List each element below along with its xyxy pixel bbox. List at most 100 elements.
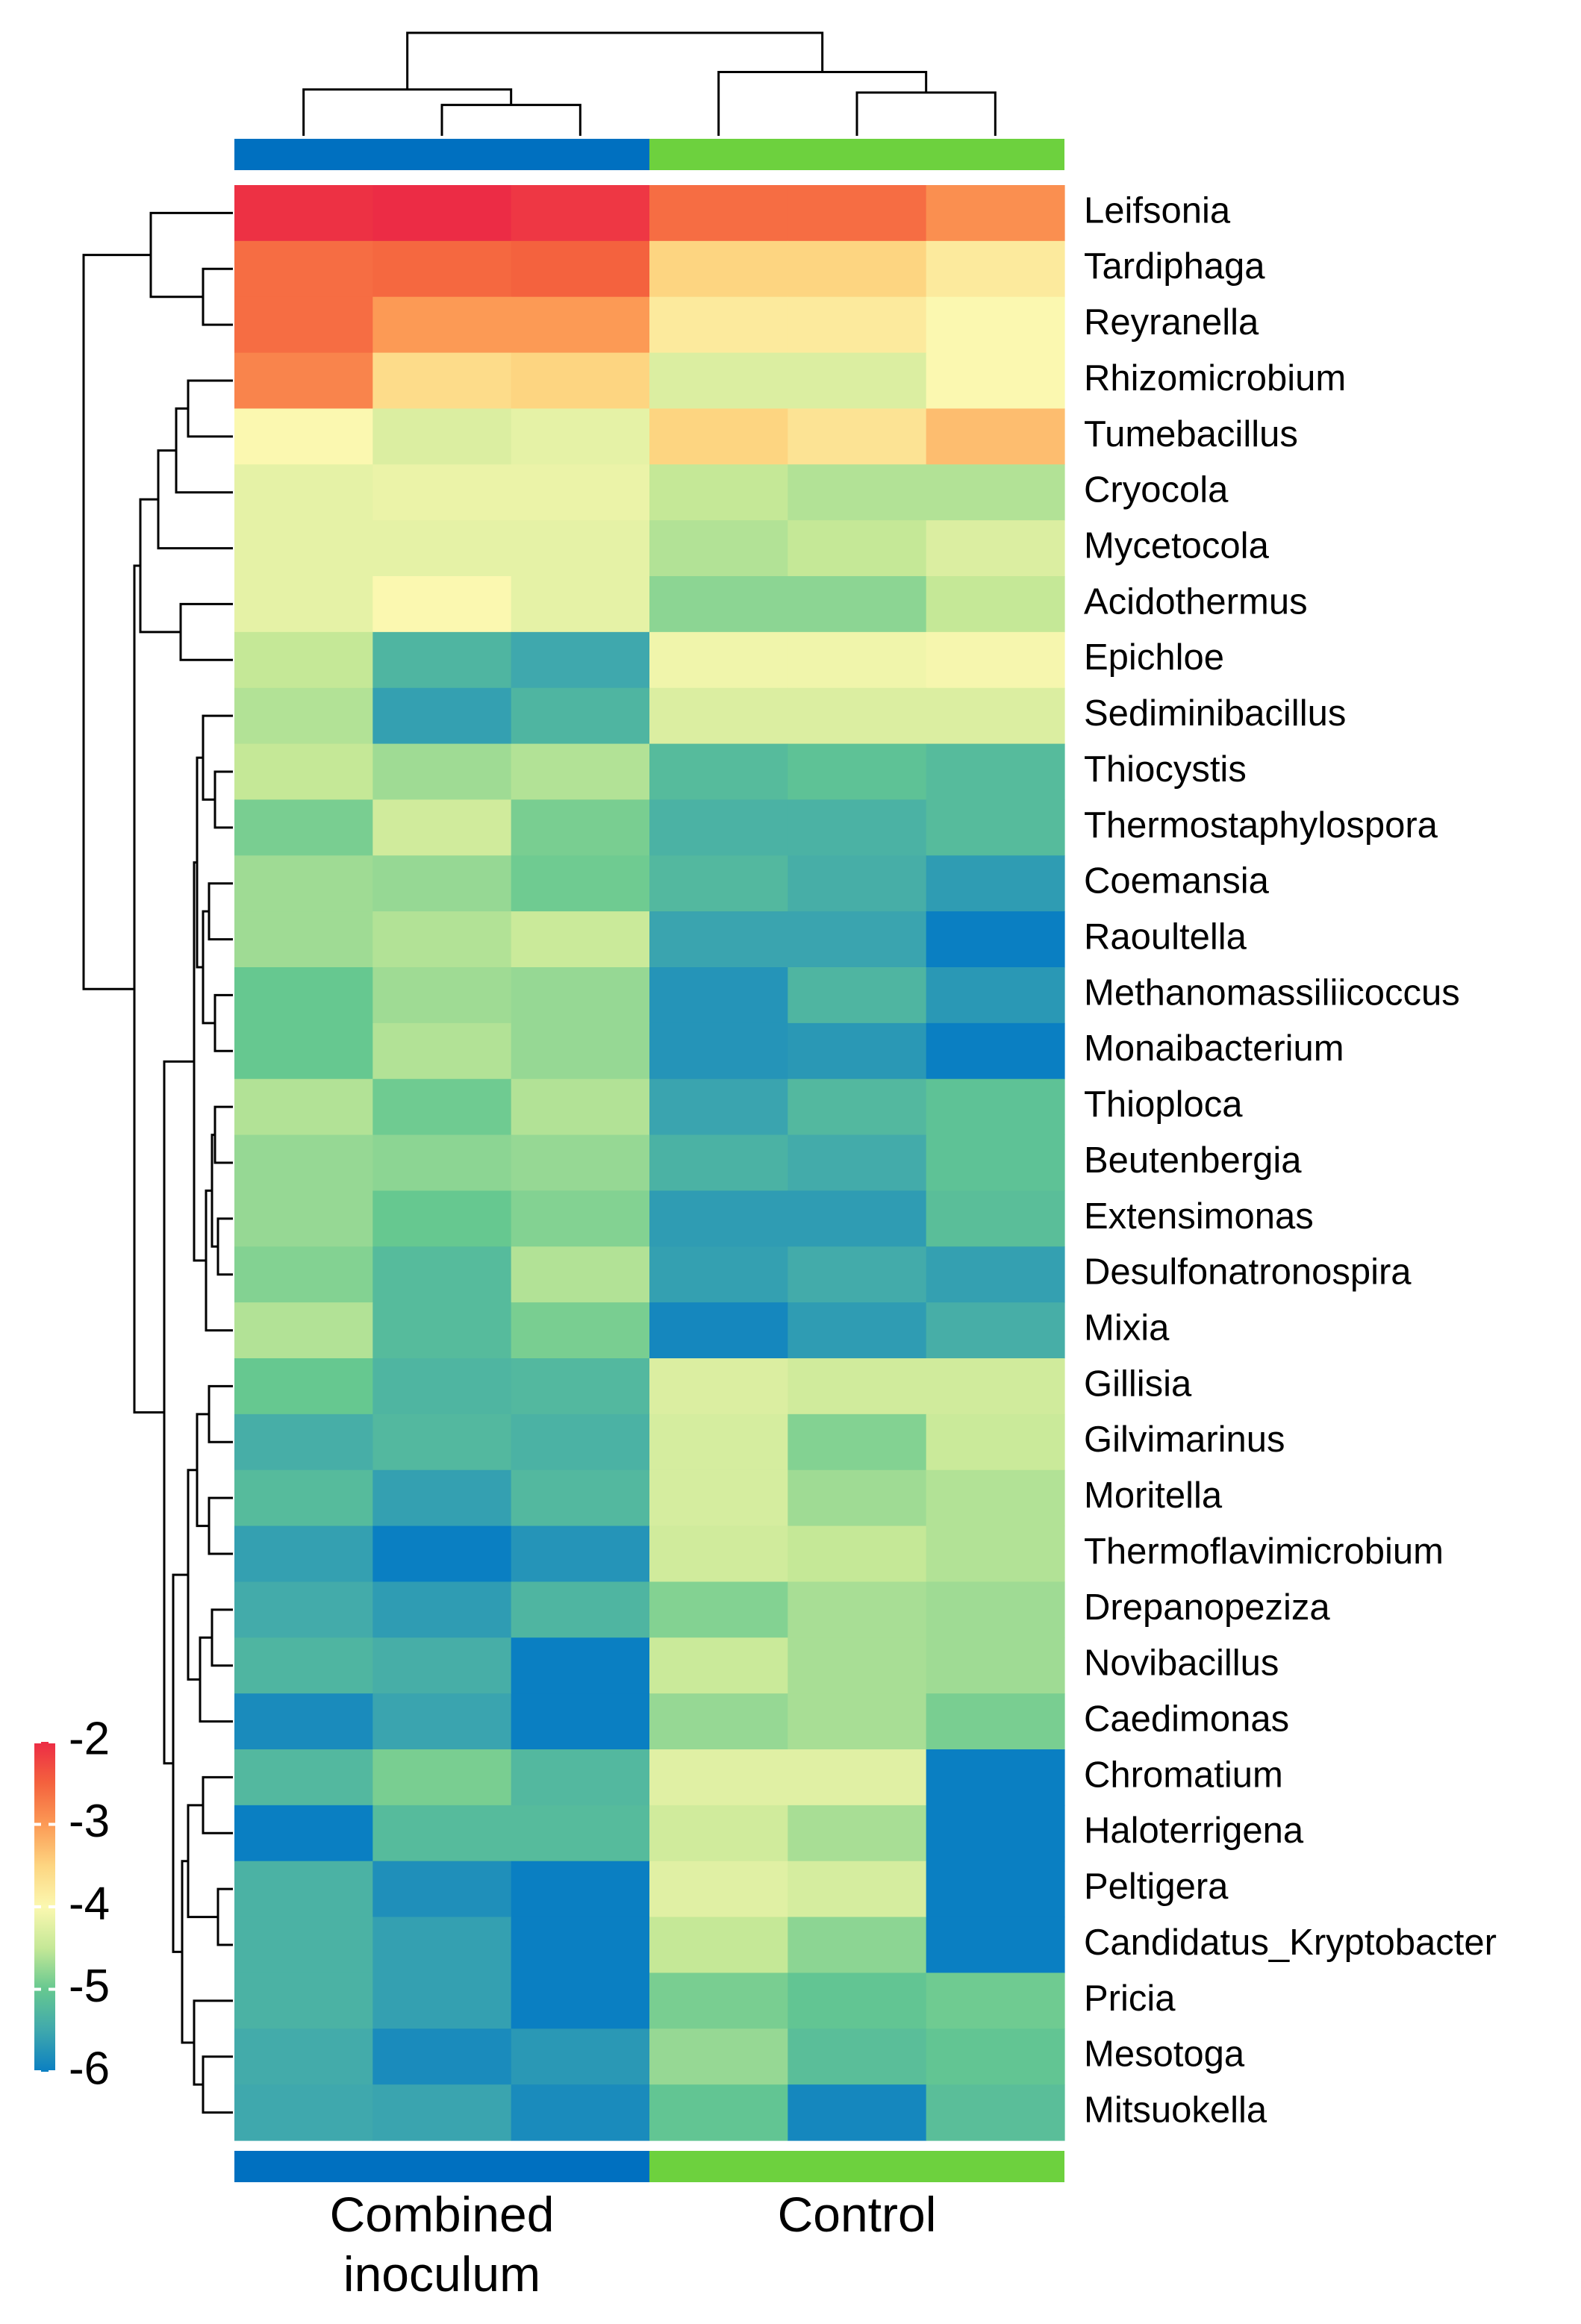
heatmap-cell-caedimonas-col-1 [234,1693,373,1750]
row-dendrogram-branch-25 [202,1775,233,1834]
heatmap-cell-thioploca-col-1 [234,1078,373,1136]
heatmap-cell-pricia-col-4 [649,1972,788,2029]
heatmap-cell-thermoflavimicrobium-col-5 [788,1525,927,1583]
heatmap-cell-peltigera-col-4 [649,1861,788,1918]
row-label-reyranella: Reyranella [1084,302,1259,343]
row-label-mitsuokella: Mitsuokella [1084,2090,1267,2131]
heatmap-cell-drepanopeziza-col-6 [926,1581,1065,1638]
group-label-control-line-1: Control [778,2187,937,2242]
heatmap-cell-methanomassiliicoccus-col-6 [926,967,1065,1024]
heatmap-cell-novibacillus-col-5 [788,1637,927,1694]
bottom-group-annotation-bar [234,2151,1064,2182]
row-label-desulfonatronospira: Desulfonatronospira [1084,1252,1412,1293]
legend-tick-label-3: -5 [69,1961,110,2012]
heatmap-cell-acidothermus-col-4 [649,576,788,633]
heatmap-cell-epichloe-col-4 [649,631,788,689]
heatmap-cell-gillisia-col-4 [649,1358,788,1415]
legend-tick-label-4: -6 [69,2043,110,2094]
row-label-tumebacillus: Tumebacillus [1084,414,1298,455]
row-dendrogram-branch-7 [139,498,181,634]
row-label-novibacillus: Novibacillus [1084,1643,1279,1684]
heatmap-cell-raoultella-col-2 [372,911,512,968]
row-label-extensimonas: Extensimonas [1084,1196,1314,1237]
heatmap-cell-mixia-col-3 [511,1302,650,1359]
column-dendrogram-branch-3 [717,70,928,136]
heatmap-cell-epichloe-col-2 [372,631,512,689]
heatmap-cell-thermoflavimicrobium-col-4 [649,1525,788,1583]
heatmap-cell-epichloe-col-6 [926,631,1065,689]
row-dendrogram-branch-34 [82,254,151,990]
row-label-raoultella: Raoultella [1084,917,1247,958]
heatmap-cell-haloterrigena-col-3 [511,1805,650,1862]
heatmap-cell-tumebacillus-col-1 [234,408,373,465]
heatmap-cell-mixia-col-2 [372,1302,512,1359]
heatmap-cell-cryocola-col-6 [926,464,1065,521]
row-dendrogram-branch-2 [149,211,233,299]
heatmap-cell-tumebacillus-col-2 [372,408,512,465]
row-label-tardiphaga: Tardiphaga [1084,246,1265,287]
row-dendrogram-branch-22 [211,1608,233,1667]
heatmap-cell-mycetocola-col-4 [649,520,788,577]
heatmap-cell-moritella-col-5 [788,1469,927,1527]
column-dendrogram-branch-4 [406,31,824,90]
column-dendrogram-branch-2 [855,91,997,136]
heatmap-cell-chromatium-col-4 [649,1749,788,1806]
row-label-candidatus-kryptobacter: Candidatus_Kryptobacter [1084,1922,1497,1963]
heatmap-cell-monaibacterium-col-5 [788,1022,927,1080]
heatmap-cell-drepanopeziza-col-2 [372,1581,512,1638]
heatmap-cell-novibacillus-col-1 [234,1637,373,1694]
heatmap-cell-moritella-col-3 [511,1469,650,1527]
heatmap-cell-mixia-col-4 [649,1302,788,1359]
top-bar-combined-inoculum [234,139,649,170]
heatmap-cell-leifsonia-col-6 [926,185,1065,242]
row-dendrogram-branch-24 [187,1469,200,1681]
row-dendrogram-branch-26 [216,1887,233,1946]
heatmap-cell-thioploca-col-4 [649,1078,788,1136]
heatmap-cell-mitsuokella-col-6 [926,2084,1065,2141]
heatmap-cell-mycetocola-col-5 [788,520,927,577]
heatmap-cell-reyranella-col-4 [649,296,788,354]
heatmap-cell-acidothermus-col-3 [511,576,650,633]
heatmap-cell-gillisia-col-3 [511,1358,650,1415]
heatmap-cell-desulfonatronospira-col-4 [649,1246,788,1303]
heatmap-cell-drepanopeziza-col-5 [788,1581,927,1638]
heatmap-cell-thermoflavimicrobium-col-1 [234,1525,373,1583]
heatmap-cell-tardiphaga-col-3 [511,240,650,298]
heatmap-cell-moritella-col-1 [234,1469,373,1527]
heatmap-cell-mitsuokella-col-3 [511,2084,650,2141]
heatmap-cell-coemansia-col-6 [926,855,1065,912]
heatmap-cell-chromatium-col-5 [788,1749,927,1806]
row-label-haloterrigena: Haloterrigena [1084,1811,1304,1851]
heatmap-cell-peltigera-col-2 [372,1861,512,1918]
row-label-chromatium: Chromatium [1084,1755,1283,1795]
heatmap-cell-drepanopeziza-col-4 [649,1581,788,1638]
row-label-thermoflavimicrobium: Thermoflavimicrobium [1084,1531,1444,1572]
heatmap-cell-candidatus-kryptobacter-col-5 [788,1917,927,1974]
heatmap-cell-sediminibacillus-col-5 [788,687,927,745]
row-dendrogram-branch-23 [199,1636,233,1723]
row-dendrogram-branch-3 [187,379,233,438]
heatmap-cell-mitsuokella-col-5 [788,2084,927,2141]
heatmap-cell-peltigera-col-1 [234,1861,373,1918]
row-label-thermostaphylospora: Thermostaphylospora [1084,805,1438,846]
row-label-coemansia: Coemansia [1084,861,1270,902]
column-dendrogram-branch-1 [302,88,513,136]
heatmap-cell-novibacillus-col-4 [649,1637,788,1694]
row-dendrogram-branch-15 [216,1217,233,1276]
heatmap-cell-moritella-col-2 [372,1469,512,1527]
row-label-rhizomicrobium: Rhizomicrobium [1084,358,1346,399]
heatmap-cell-mixia-col-6 [926,1302,1065,1359]
heatmap-cell-leifsonia-col-2 [372,185,512,242]
row-dendrogram-branch-33 [133,564,164,1414]
heatmap-cell-gillisia-col-2 [372,1358,512,1415]
heatmap-cell-gilvimarinus-col-2 [372,1414,512,1471]
heatmap-cell-beutenbergia-col-1 [234,1134,373,1192]
heatmap-cell-cryocola-col-5 [788,464,927,521]
row-label-acidothermus: Acidothermus [1084,581,1308,622]
row-label-beutenbergia: Beutenbergia [1084,1140,1302,1181]
heatmap-cell-acidothermus-col-5 [788,576,927,633]
heatmap-cell-mesotoga-col-6 [926,2028,1065,2085]
heatmap-cell-tardiphaga-col-1 [234,240,373,298]
heatmap-cell-mitsuokella-col-1 [234,2084,373,2141]
